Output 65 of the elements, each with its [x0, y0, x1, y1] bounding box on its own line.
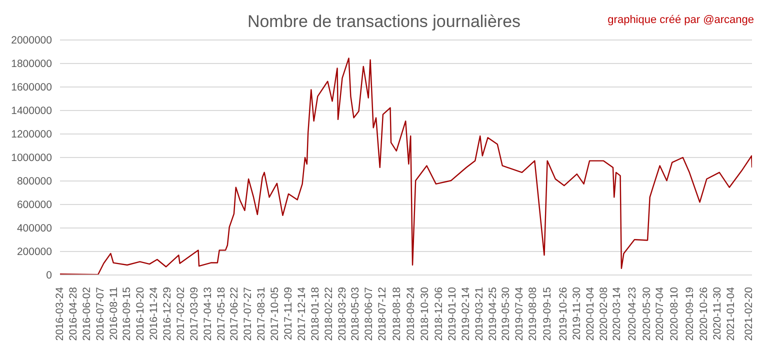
x-tick-label: 2017-07-27: [242, 286, 254, 341]
x-tick-label: 2018-07-12: [376, 286, 389, 341]
x-tick-label: 2021-01-04: [724, 286, 737, 341]
x-tick-label: 2018-03-29: [336, 286, 348, 341]
y-tick-label: 0: [46, 270, 52, 282]
x-tick-label: 2019-03-21: [473, 286, 486, 341]
y-tick-label: 1400000: [11, 105, 52, 118]
x-tick-label: 2016-03-24: [54, 286, 66, 341]
x-tick-label: 2017-08-31: [256, 286, 268, 341]
x-tick-label: 2019-05-30: [500, 286, 512, 341]
x-tick-label: 2017-03-09: [188, 286, 200, 341]
x-tick-label: 2017-02-02: [174, 286, 187, 341]
y-tick-label: 1200000: [11, 128, 52, 141]
x-tick-label: 2019-08-08: [527, 286, 540, 341]
chart-title: Nombre de transactions journalières: [247, 12, 521, 31]
x-tick-label: 2018-05-03: [350, 286, 362, 341]
x-tick-label: 2020-11-30: [711, 286, 724, 340]
text: graphique créé par @arcange: [608, 14, 754, 26]
y-tick-label: 200000: [16, 246, 52, 258]
x-tick-label: 2018-08-18: [390, 286, 403, 341]
x-tick-label: 2017-11-09: [282, 286, 294, 340]
x-tick-label: 2016-11-24: [148, 286, 160, 340]
x-tick-label: 2018-02-22: [322, 286, 335, 341]
x-tick-label: 2016-10-20: [134, 286, 147, 341]
x-tick-label: 2019-11-30: [570, 286, 583, 340]
x-tick-label: 2019-10-26: [557, 286, 570, 341]
x-tick-label: 2019-04-25: [486, 286, 499, 341]
x-tick-label: 2017-06-22: [228, 286, 241, 341]
x-tick-label: 2017-05-18: [215, 286, 228, 341]
line-series: [60, 58, 752, 275]
y-tick-label: 600000: [16, 199, 52, 212]
x-tick-label: 2020-04-23: [626, 286, 639, 341]
x-tick-label: 2016-08-11: [108, 286, 120, 340]
x-tick-label: 2020-05-30: [640, 286, 653, 341]
y-tick-label: 800000: [16, 176, 52, 188]
x-tick-label: 2017-04-13: [202, 286, 214, 341]
x-tick-label: 2019-09-15: [542, 286, 554, 341]
x-tick-label: 2020-07-04: [654, 286, 666, 341]
x-tick-label: 2019-01-10: [446, 286, 458, 341]
x-tick-label: 2020-08-10: [668, 286, 680, 341]
x-tick-label: 2019-07-04: [514, 286, 526, 341]
x-tick-label: 2020-02-08: [598, 286, 610, 341]
x-tick-label: 2020-10-26: [698, 286, 710, 341]
y-tick-label: 1000000: [11, 152, 52, 164]
x-tick-label: 2020-09-19: [684, 286, 696, 341]
y-tick-label: 2000000: [11, 34, 52, 47]
x-tick-label: 2018-10-30: [418, 286, 431, 341]
x-tick-label: 2018-06-07: [363, 286, 376, 341]
x-tick-label: 2019-02-14: [460, 286, 472, 341]
y-tick-label: 400000: [16, 222, 52, 235]
y-tick-label: 1800000: [11, 58, 52, 70]
x-tick-label: 2020-01-04: [584, 286, 596, 341]
x-tick-label: 2017-12-14: [296, 286, 308, 341]
x-tick-label: 2016-09-15: [121, 286, 134, 341]
x-tick-label: 2016-12-29: [162, 286, 174, 341]
x-tick-label: 2018-09-24: [404, 286, 417, 341]
x-tick-label: 2017-10-05: [269, 286, 282, 341]
x-tick-label: 2016-04-28: [67, 286, 80, 341]
x-tick-label: 2021-02-20: [742, 286, 755, 341]
x-tick-label: 2018-01-18: [309, 286, 322, 341]
y-tick-label: 1600000: [11, 82, 52, 94]
x-tick-label: 2016-07-07: [94, 286, 106, 341]
x-tick-label: 2020-03-14: [611, 286, 624, 341]
x-tick-label: 2016-06-02: [80, 286, 93, 341]
x-tick-label: 2018-12-06: [433, 286, 446, 341]
